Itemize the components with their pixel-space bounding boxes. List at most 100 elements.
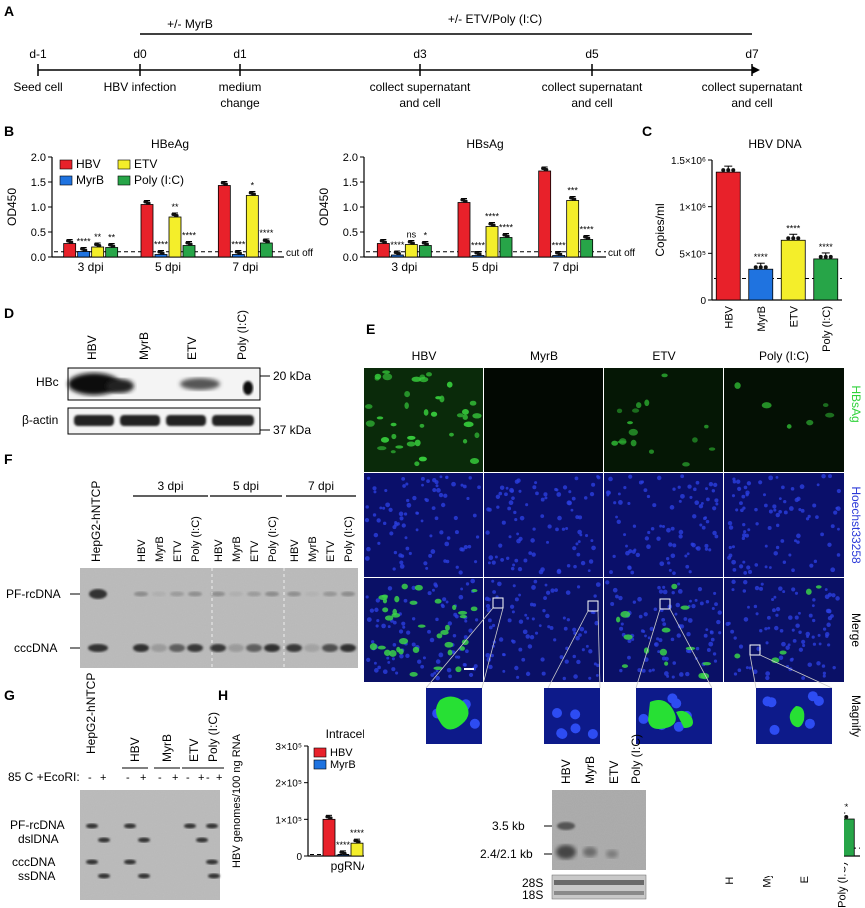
lane-label: Poly (I:C)	[343, 516, 355, 562]
sign-label: +	[140, 772, 146, 784]
legend-entry: ETV	[134, 157, 157, 171]
x-tick-label: 7 dpi	[232, 260, 258, 274]
panel-f-southern-blot: HepG2-hNTCP 3 dpi HBV MyrB ETV Poly (I:C) 5 dp…	[6, 479, 358, 668]
group-label: 7 dpi	[308, 479, 334, 493]
y-tick-label: 1.5	[343, 177, 358, 189]
bar	[140, 204, 154, 258]
legend-entry: MyrB	[76, 173, 104, 187]
bar	[813, 258, 839, 301]
data-point	[189, 242, 193, 246]
sign-label: -	[88, 772, 92, 784]
lane-label: MyrB	[154, 536, 166, 562]
significance-label: ****	[77, 237, 92, 247]
bar	[485, 226, 499, 258]
sign-label: +	[172, 772, 178, 784]
y-tick-label: 3×10⁵	[275, 742, 302, 753]
significance-label: ****	[259, 228, 274, 238]
data-point	[252, 192, 256, 196]
bar	[457, 202, 471, 258]
bar	[182, 245, 196, 258]
g-ssdna-label: ssDNA	[18, 869, 55, 883]
column-header: HBV	[412, 349, 437, 363]
pf-rcdna-label: PF-rcDNA	[6, 587, 61, 601]
lane-label: ETV	[249, 540, 261, 562]
group-label: 3 dpi	[157, 479, 183, 493]
x-tick-label: 3 dpi	[391, 260, 417, 274]
bar	[499, 237, 513, 258]
timeline-day: d5	[585, 47, 599, 61]
y-tick-label: 2×10⁵	[275, 779, 302, 790]
bar	[748, 268, 774, 301]
data-point	[161, 251, 165, 255]
significance-label: ****	[390, 240, 405, 250]
g-dsldna-label: dslDNA	[18, 832, 59, 846]
lane-label: ETV	[325, 540, 337, 562]
y-tick-label: 1.0	[343, 202, 358, 214]
legend-entry: MyrB	[330, 759, 356, 771]
data-point	[506, 234, 510, 238]
data-point	[828, 254, 833, 259]
timeline-day: d3	[413, 47, 427, 61]
data-point	[464, 199, 468, 203]
bar	[259, 242, 273, 258]
data-point	[329, 816, 333, 820]
lane-label: MyrB	[307, 536, 319, 562]
legend-entry: HBV	[330, 747, 353, 759]
y-tick-label: 2.0	[343, 152, 358, 164]
lane-label: HBV	[128, 737, 142, 762]
bar	[217, 185, 231, 258]
y-tick-label: 1.0	[31, 202, 46, 214]
marker-3-5kb: 3.5 kb	[492, 819, 525, 833]
significance-label: ***	[567, 186, 578, 196]
bar	[154, 254, 168, 258]
significance-label: ****	[499, 223, 514, 233]
timeline-event: HBV infection	[104, 80, 177, 94]
legend-entry: HBV	[76, 157, 101, 171]
legend-entry: Poly (I:C)	[134, 173, 184, 187]
lane-label: Poly (I:C)	[190, 516, 202, 562]
bar	[322, 818, 336, 857]
lane-label: HBV	[289, 539, 301, 562]
bar	[63, 243, 77, 258]
timeline-event: and cell	[399, 96, 440, 110]
sign-label: -	[158, 772, 162, 784]
bar	[418, 245, 432, 258]
timeline-event: collect supernatant	[702, 80, 803, 94]
data-point	[791, 236, 796, 241]
data-point	[357, 840, 361, 844]
panel-label-a: A	[4, 3, 14, 19]
bar	[390, 254, 404, 258]
timeline-event: change	[220, 96, 260, 110]
lane-label: HBV	[213, 539, 225, 562]
sign-label: +	[216, 772, 222, 784]
y-tick-label: 1×10⁵	[275, 815, 302, 826]
panel-label-e: E	[366, 321, 375, 337]
chart-title: HBsAg	[466, 137, 503, 151]
significance-label: ****	[471, 241, 486, 251]
panel-label-f: F	[4, 451, 13, 467]
timeline-event: collect supernatant	[370, 80, 471, 94]
control-lane-label: HepG2-hNTCP	[89, 481, 103, 562]
chart-title: HBeAg	[151, 137, 189, 151]
merge-image-myrb	[484, 578, 603, 682]
sign-label: +	[198, 772, 204, 784]
data-point	[478, 252, 482, 256]
y-tick-label: 5×10⁵	[679, 249, 706, 260]
data-point	[823, 254, 828, 259]
data-point	[147, 201, 151, 205]
y-axis-label: HBV genomes/100 ng RNA	[231, 733, 243, 868]
bar	[471, 255, 485, 258]
bar	[780, 239, 806, 301]
myrb-treatment-label: +/- MyrB	[167, 17, 213, 31]
hbsag-row-label: HBsAg	[849, 385, 863, 422]
lane-label: ETV	[187, 739, 201, 762]
timeline-day: d-1	[29, 47, 47, 61]
data-point	[238, 251, 242, 255]
lane-label: Poly (I:C)	[629, 734, 643, 784]
data-point	[726, 168, 731, 173]
etv-treatment-label: +/- ETV/Poly (I:C)	[448, 12, 542, 26]
data-point	[492, 223, 496, 227]
data-point	[70, 240, 74, 244]
significance-label: ****	[485, 212, 500, 222]
